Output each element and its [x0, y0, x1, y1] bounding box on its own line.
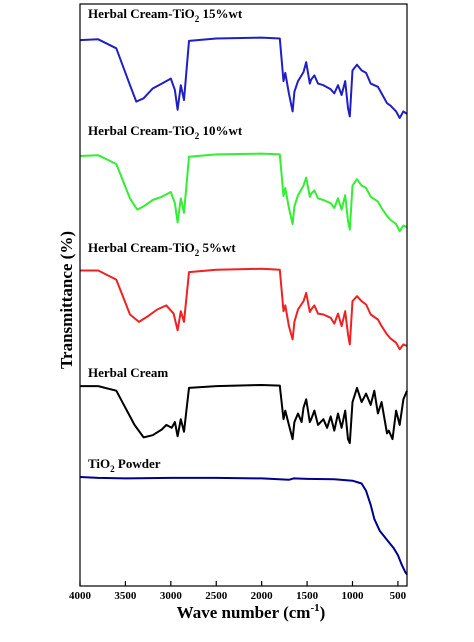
x-tick-label: 4000	[69, 590, 92, 602]
y-axis-title: Transmittance (%)	[57, 231, 76, 369]
x-ticks: 4000 3500 3000 2500 2000 1500 1000 500	[69, 581, 407, 602]
series-line-5	[79, 476, 408, 576]
series-label-5: TiO2 Powder	[88, 456, 161, 474]
series-line-2	[79, 152, 408, 233]
plot-frame	[79, 3, 408, 587]
series-line-4	[80, 384, 408, 445]
series-labels: Herbal Cream-TiO2 15%wt Herbal Cream-TiO2…	[88, 6, 243, 474]
x-tick-label: 3500	[114, 590, 137, 602]
series-line-1	[79, 36, 408, 119]
x-tick-label: 2000	[251, 590, 274, 602]
series-label-1: Herbal Cream-TiO2 15%wt	[88, 6, 243, 24]
x-tick-label: 1000	[342, 590, 365, 602]
series-label-3: Herbal Cream-TiO2 5%wt	[88, 240, 236, 258]
x-tick-label: 3000	[160, 590, 183, 602]
spectra-group	[79, 36, 408, 576]
x-tick-label: 1500	[296, 590, 319, 602]
x-tick-label: 2500	[205, 590, 228, 602]
x-tick-label: 500	[390, 590, 407, 602]
x-axis-title: Wave number (cm-1)	[177, 602, 326, 622]
series-line-3	[80, 267, 408, 351]
series-label-4: Herbal Cream	[88, 365, 168, 380]
series-label-2: Herbal Cream-TiO2 10%wt	[88, 123, 243, 141]
